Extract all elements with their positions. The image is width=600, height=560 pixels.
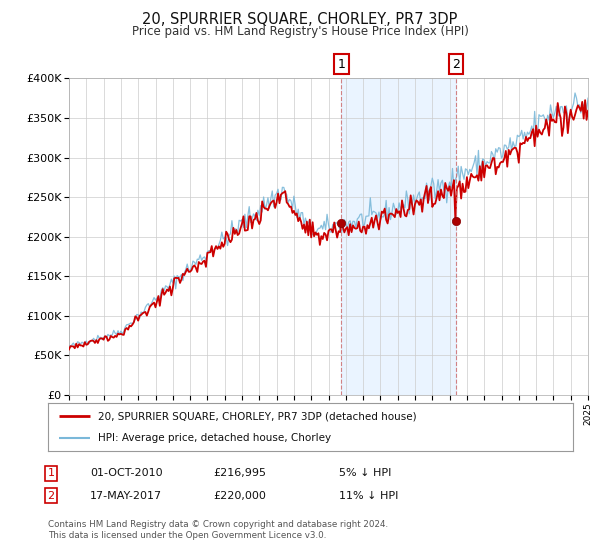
- Bar: [341, 78, 456, 395]
- Text: HPI: Average price, detached house, Chorley: HPI: Average price, detached house, Chor…: [98, 433, 331, 443]
- Text: 17-MAY-2017: 17-MAY-2017: [90, 491, 162, 501]
- Text: 1: 1: [338, 58, 346, 71]
- Text: 20, SPURRIER SQUARE, CHORLEY, PR7 3DP (detached house): 20, SPURRIER SQUARE, CHORLEY, PR7 3DP (d…: [98, 411, 416, 421]
- Text: 2: 2: [47, 491, 55, 501]
- Text: 20, SPURRIER SQUARE, CHORLEY, PR7 3DP: 20, SPURRIER SQUARE, CHORLEY, PR7 3DP: [142, 12, 458, 27]
- Text: 2: 2: [452, 58, 460, 71]
- Text: 5% ↓ HPI: 5% ↓ HPI: [339, 468, 391, 478]
- Text: Price paid vs. HM Land Registry's House Price Index (HPI): Price paid vs. HM Land Registry's House …: [131, 25, 469, 38]
- Text: 01-OCT-2010: 01-OCT-2010: [90, 468, 163, 478]
- Text: 11% ↓ HPI: 11% ↓ HPI: [339, 491, 398, 501]
- Text: £216,995: £216,995: [213, 468, 266, 478]
- Text: Contains HM Land Registry data © Crown copyright and database right 2024.
This d: Contains HM Land Registry data © Crown c…: [48, 520, 388, 540]
- Text: £220,000: £220,000: [213, 491, 266, 501]
- Text: 1: 1: [47, 468, 55, 478]
